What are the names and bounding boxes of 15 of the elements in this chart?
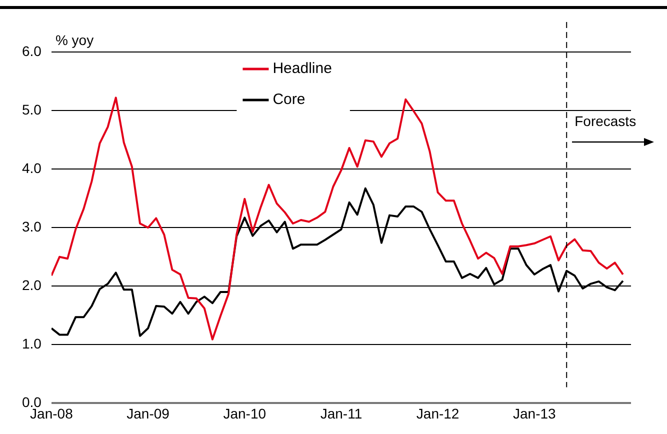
y-tick-label: 2.0 <box>22 276 42 293</box>
legend-label: Headline <box>272 60 332 78</box>
y-tick-label: 1.0 <box>22 336 42 352</box>
y-tick-label: 5.0 <box>22 101 42 118</box>
y-tick-label: 3.0 <box>22 218 42 234</box>
x-tick-label: Jan-12 <box>416 405 460 422</box>
x-tick-label: Jan-11 <box>320 405 362 422</box>
y-tick-label: 6.0 <box>22 42 42 59</box>
y-tick-label: 4.0 <box>22 160 42 176</box>
x-tick-label: Jan-09 <box>126 405 170 422</box>
y-axis-title: % yoy <box>55 32 94 48</box>
ref-line-label: Forecasts <box>574 113 636 130</box>
x-tick-label: Jan-13 <box>513 405 556 422</box>
x-tick-label: Jan-10 <box>223 405 266 422</box>
legend-label: Core <box>272 91 306 108</box>
